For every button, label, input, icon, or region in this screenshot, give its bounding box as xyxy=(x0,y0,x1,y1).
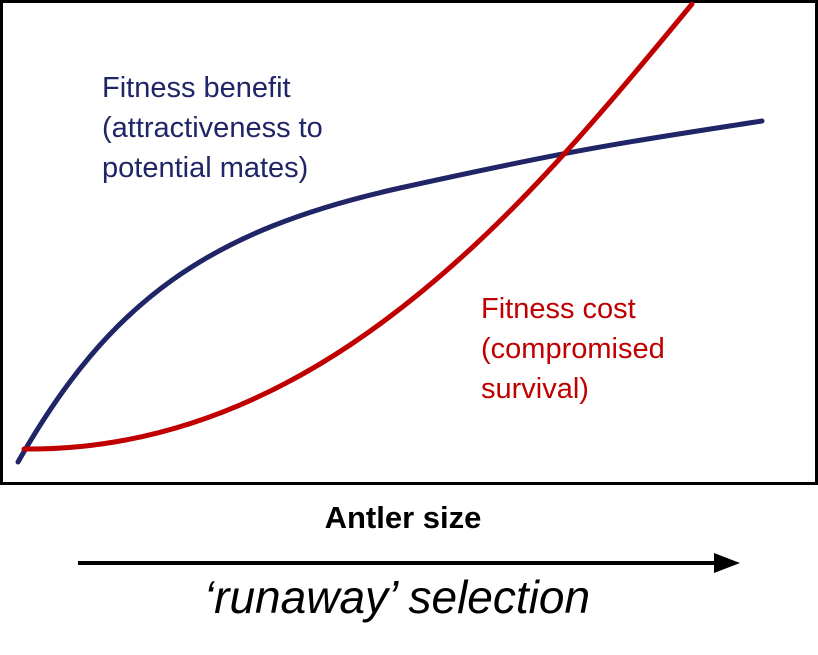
x-axis-title: Antler size xyxy=(0,500,818,536)
fitness-cost-label: Fitness cost (compromised survival) xyxy=(481,289,665,409)
fitness-benefit-label-line: (attractiveness to xyxy=(102,112,323,144)
fitness-cost-label-line: Fitness cost xyxy=(481,293,636,325)
fitness-benefit-label-line: potential mates) xyxy=(102,152,309,184)
x-axis-title-text: Antler size xyxy=(324,500,482,535)
arrowhead-icon xyxy=(714,553,740,573)
fitness-benefit-label-line: Fitness benefit xyxy=(102,72,291,104)
fitness-cost-label-line: survival) xyxy=(481,373,589,405)
direction-arrow xyxy=(78,553,740,573)
fitness-cost-curve xyxy=(21,1,695,452)
plot-frame xyxy=(0,0,818,485)
fitness-benefit-curve xyxy=(15,118,765,465)
runaway-selection-caption: ‘runaway’ selection xyxy=(0,570,818,624)
runaway-selection-caption-text: ‘runaway’ selection xyxy=(203,571,591,623)
fitness-benefit-label: Fitness benefit (attractiveness to poten… xyxy=(102,68,323,188)
fitness-cost-label-line: (compromised xyxy=(481,333,665,365)
curves-plot xyxy=(15,1,765,465)
